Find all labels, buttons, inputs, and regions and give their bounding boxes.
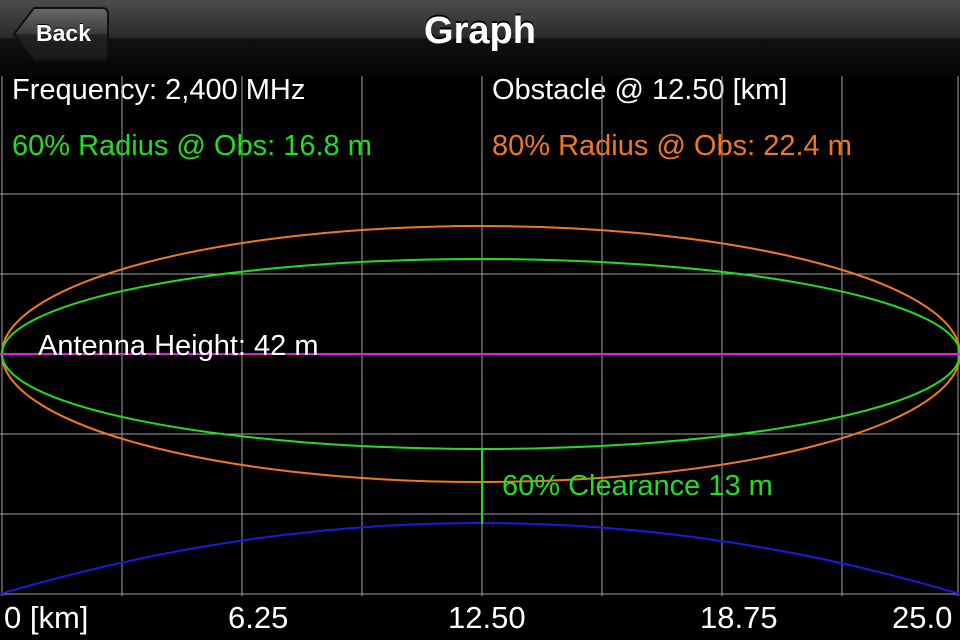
back-button-shape bbox=[12, 7, 109, 61]
fresnel-graph bbox=[0, 76, 960, 596]
frequency-label: Frequency: 2,400 MHz bbox=[12, 74, 306, 106]
back-button-label: Back bbox=[36, 20, 91, 46]
x-tick-label: 6.25 bbox=[228, 600, 289, 635]
x-tick-label: 18.75 bbox=[700, 600, 778, 635]
obstacle-label: Obstacle @ 12.50 [km] bbox=[492, 74, 788, 106]
earth-curve bbox=[0, 522, 960, 595]
back-button[interactable]: Back bbox=[12, 6, 110, 62]
page-title: Graph bbox=[424, 10, 536, 52]
x-tick-label: 25.0 bbox=[892, 600, 953, 635]
radius-60-label: 60% Radius @ Obs: 16.8 m bbox=[12, 130, 372, 162]
x-tick-label: 0 [km] bbox=[4, 600, 89, 635]
radius-80-label: 80% Radius @ Obs: 22.4 m bbox=[492, 130, 852, 162]
clearance-label: 60% Clearance 13 m bbox=[502, 470, 773, 502]
x-tick-label: 12.50 bbox=[448, 600, 526, 635]
antenna-height-label: Antenna Height: 42 m bbox=[38, 330, 319, 362]
navigation-bar: Back Graph bbox=[0, 0, 960, 77]
